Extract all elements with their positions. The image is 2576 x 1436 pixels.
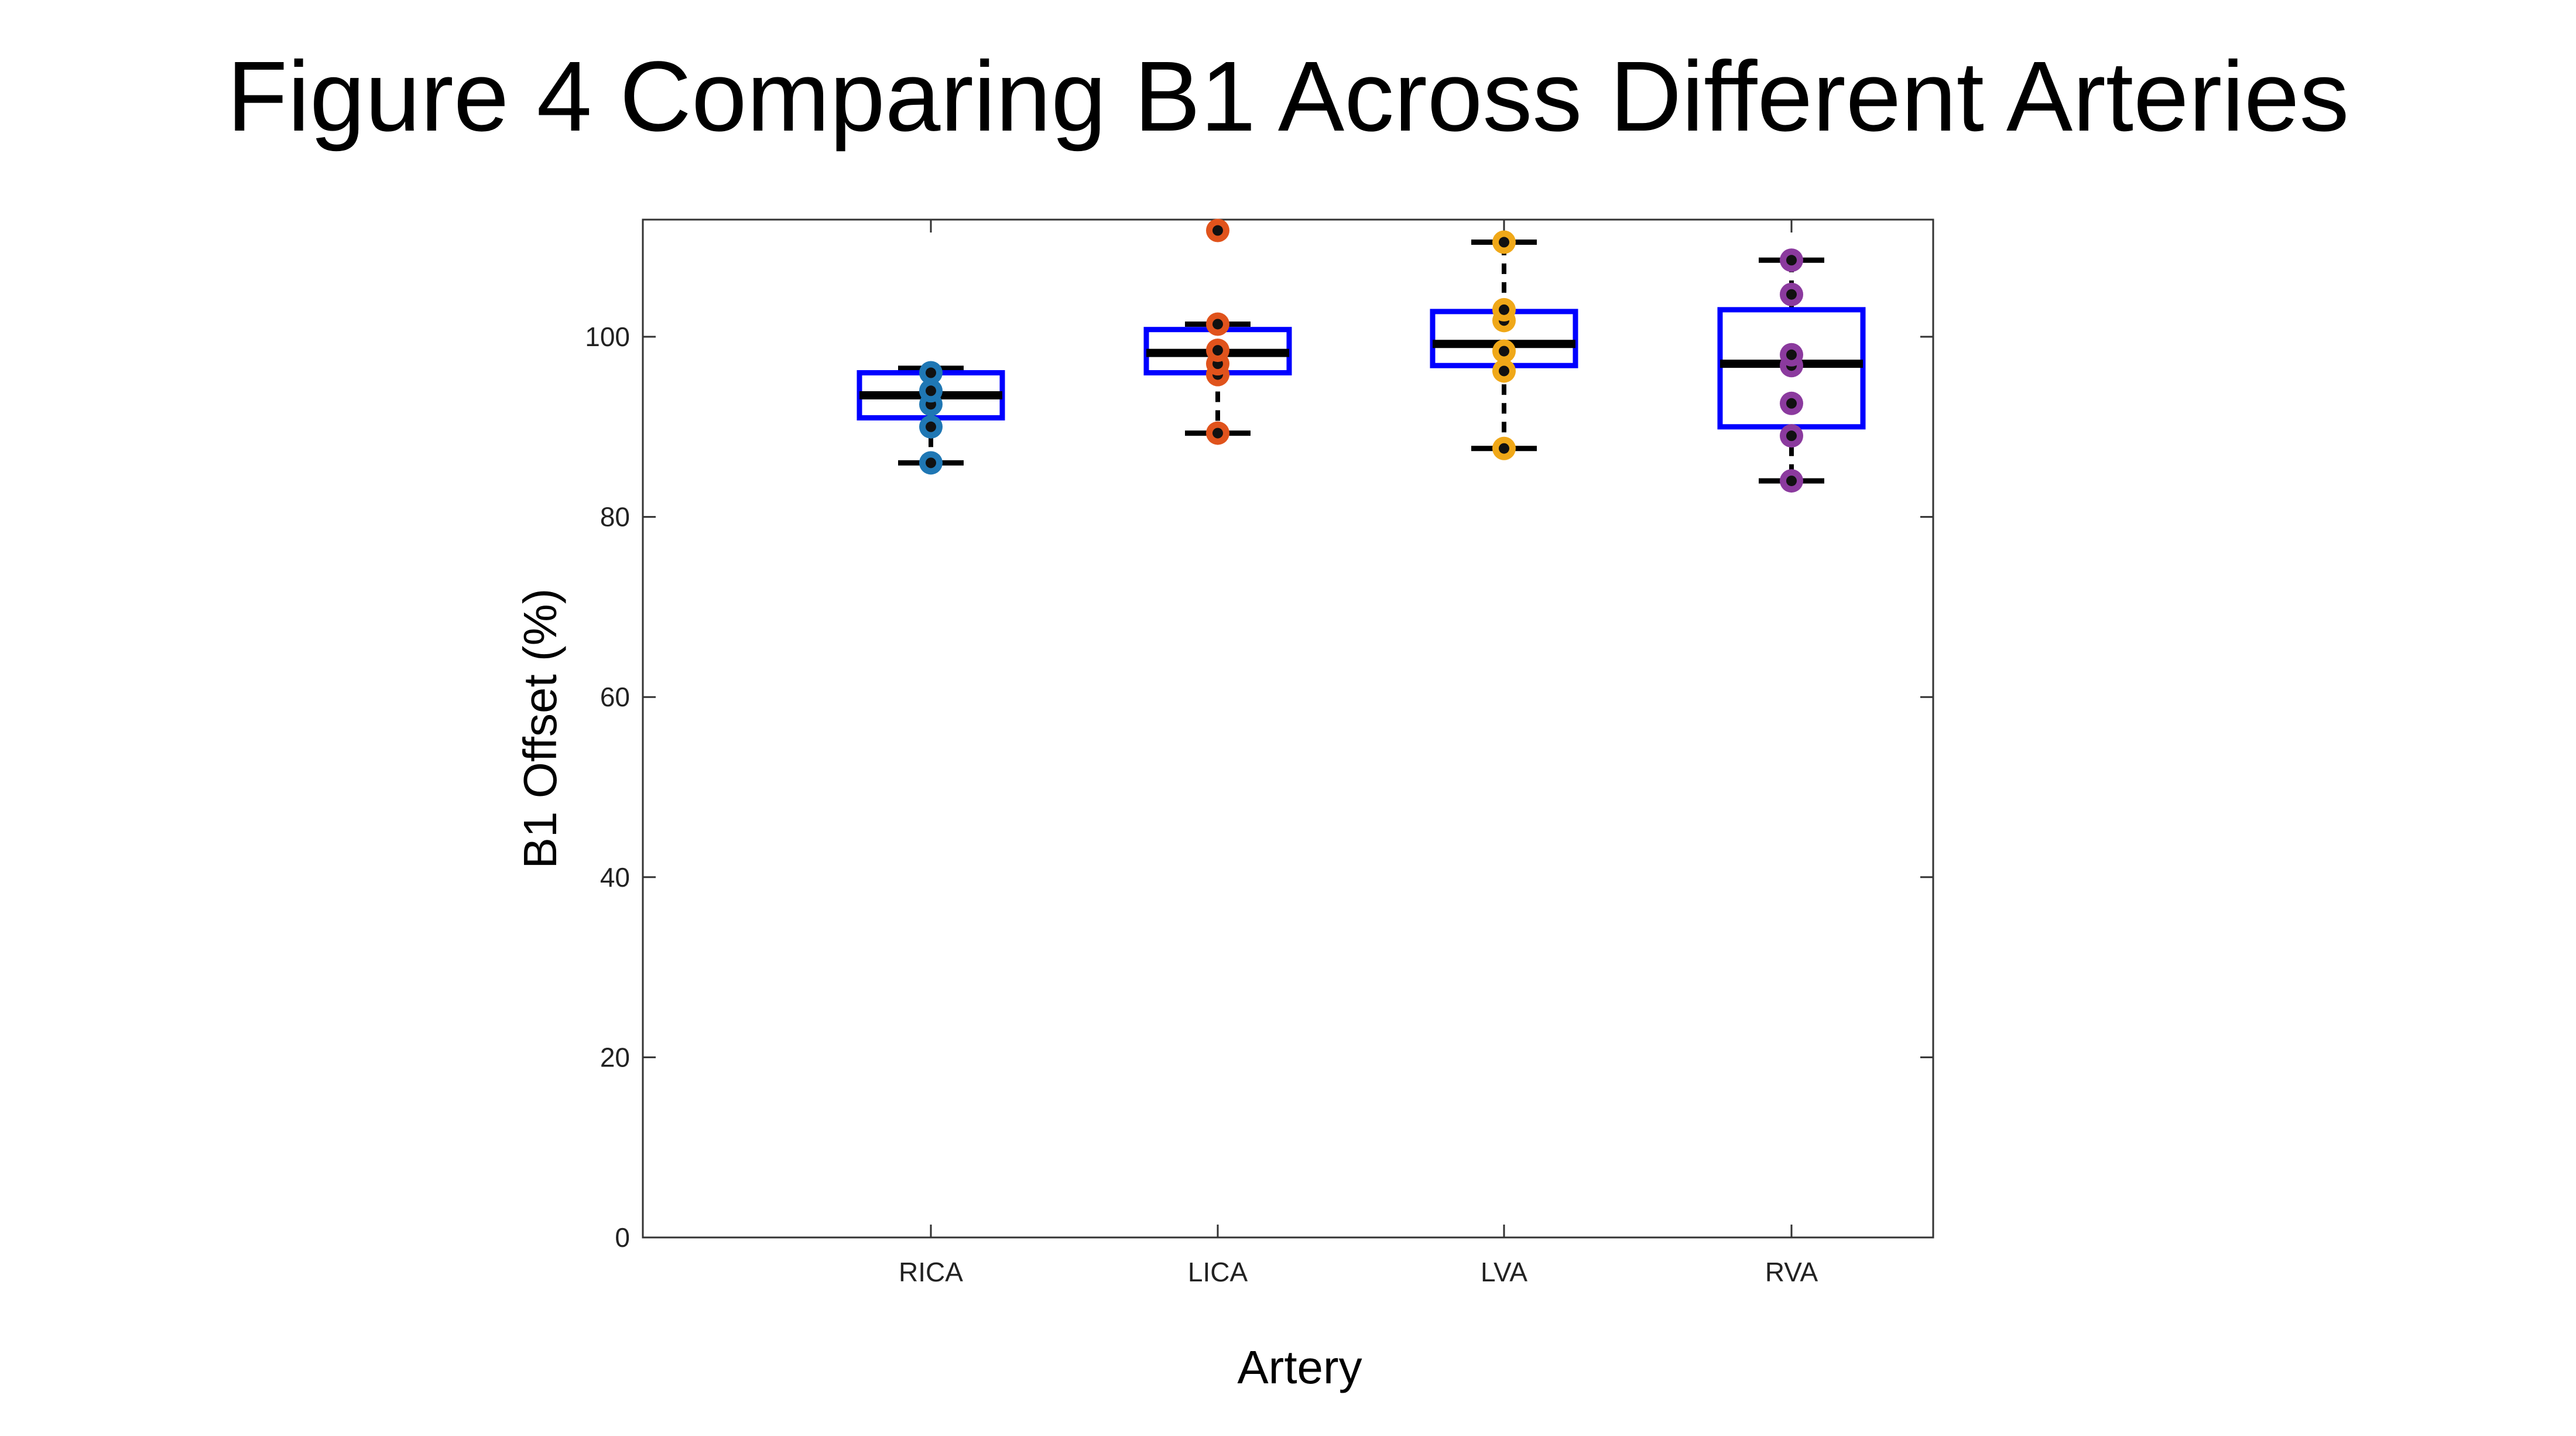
data-point-center xyxy=(1786,430,1797,442)
data-point-center xyxy=(926,421,936,432)
y-tick-label: 40 xyxy=(600,862,630,893)
data-point-center xyxy=(1499,237,1509,248)
data-point-center xyxy=(926,367,936,378)
x-tick-label: LVA xyxy=(1481,1257,1527,1287)
x-tick-label: LICA xyxy=(1188,1257,1248,1287)
y-tick-label: 60 xyxy=(600,682,630,712)
y-axis-label: B1 Offset (%) xyxy=(514,589,566,869)
x-axis-label: Artery xyxy=(1237,1341,1362,1393)
data-point-center xyxy=(1786,349,1797,360)
data-point-center xyxy=(1499,443,1509,454)
data-point-center xyxy=(1499,365,1509,377)
data-point-center xyxy=(926,385,936,396)
points-lica xyxy=(1206,218,1229,445)
y-tick-label: 0 xyxy=(615,1222,630,1253)
plot-area-frame xyxy=(642,218,1934,1239)
data-point-center xyxy=(1786,398,1797,409)
y-tick-label: 100 xyxy=(585,322,630,352)
y-tick-label: 20 xyxy=(600,1042,630,1072)
points-lva xyxy=(1492,230,1516,460)
chart-title: Figure 4 Comparing B1 Across Different A… xyxy=(227,41,2349,152)
data-point-center xyxy=(1786,289,1797,300)
data-point-center xyxy=(1499,346,1509,357)
points-rica xyxy=(919,361,943,475)
data-point-center xyxy=(1212,319,1223,330)
data-point-center xyxy=(926,457,936,469)
data-point-center xyxy=(1212,345,1223,356)
x-tick-label: RVA xyxy=(1765,1257,1818,1287)
data-point-center xyxy=(1499,304,1509,315)
data-point-center xyxy=(1786,255,1797,266)
x-tick-label: RICA xyxy=(899,1257,963,1287)
data-point-center xyxy=(1212,428,1223,439)
points-rva xyxy=(1780,248,1803,493)
data-point-center xyxy=(1786,476,1797,487)
data-point-center xyxy=(1212,225,1223,236)
y-tick-label: 80 xyxy=(600,502,630,532)
